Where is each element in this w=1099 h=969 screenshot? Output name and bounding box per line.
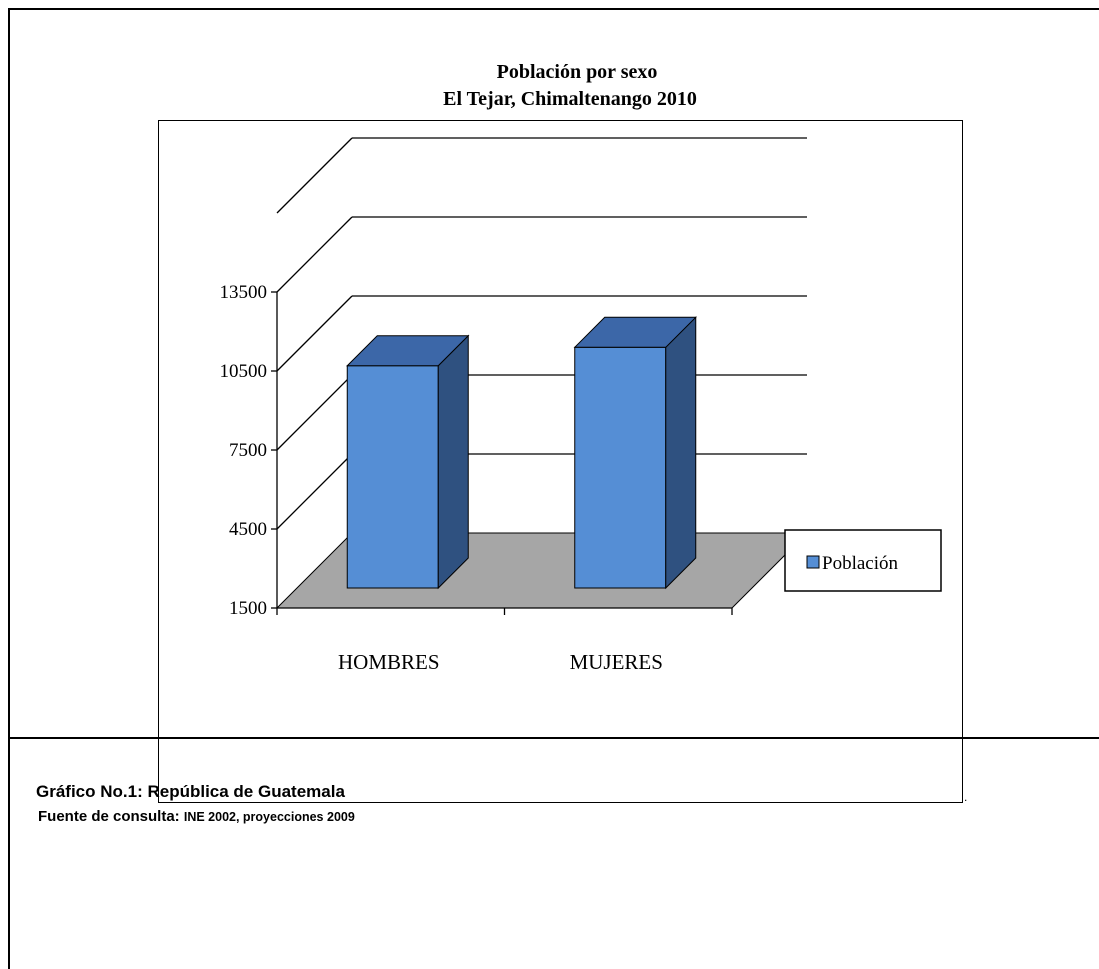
y-tick-label: 7500: [229, 440, 267, 461]
section-divider: [8, 737, 1099, 739]
gridline-side: [276, 295, 353, 372]
gridline-side: [276, 374, 353, 451]
stray-mark: .: [964, 790, 968, 804]
gridline-side: [276, 216, 353, 293]
chart-frame: [158, 120, 963, 803]
page-frame: [8, 8, 1099, 969]
figure-caption: Gráfico No.1: República de Guatemala: [36, 782, 345, 801]
x-tick-label: HOMBRES: [338, 650, 440, 674]
source-note: Fuente de consulta: INE 2002, proyeccion…: [38, 808, 355, 825]
y-tick-label: 4500: [229, 519, 267, 540]
source-label: Fuente de consulta:: [38, 808, 180, 825]
y-tick-label: 1500: [229, 598, 267, 619]
y-tick-labels: 1500 4500 7500 10500 13500: [220, 282, 268, 619]
source-value: INE 2002, proyecciones 2009: [183, 810, 355, 824]
gridline-side: [276, 453, 353, 530]
legend-label: Población: [822, 553, 898, 574]
bars-group: [346, 316, 697, 590]
legend-swatch: [806, 555, 820, 569]
y-tick-label: 10500: [220, 361, 268, 382]
bar-top: [346, 335, 470, 367]
x-tick-label: MUJERES: [570, 650, 663, 674]
bar-front: [574, 346, 667, 589]
bar-top: [573, 316, 697, 348]
gridline-side: [276, 137, 353, 214]
chart-subtitle: El Tejar, Chimaltenango 2010: [443, 88, 697, 110]
chart-title: Población por sexo: [497, 61, 658, 83]
legend: Población: [784, 529, 942, 592]
y-tick-label: 13500: [220, 282, 268, 303]
x-tick-labels: HOMBRES MUJERES: [338, 650, 663, 674]
